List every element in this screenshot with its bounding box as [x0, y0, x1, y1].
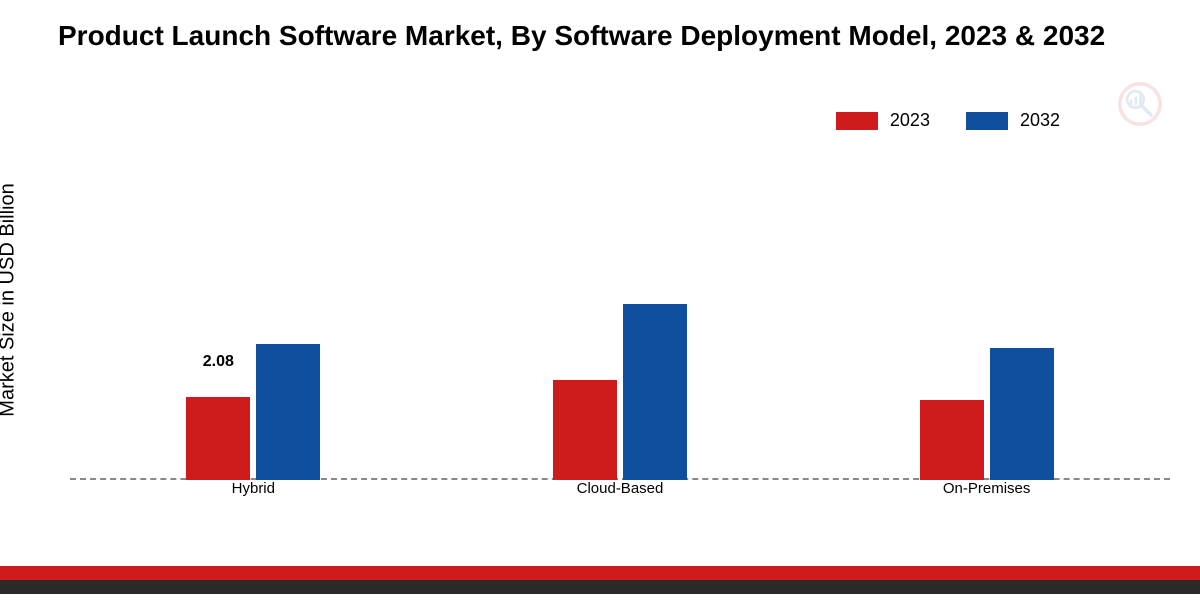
legend-swatch-2032: [966, 112, 1008, 130]
bar-group-hybrid: 2.08: [186, 344, 320, 480]
bar-cloud-2032: [623, 304, 687, 480]
category-label-onprem: On-Premises: [917, 480, 1057, 497]
category-label-cloud: Cloud-Based: [550, 480, 690, 497]
legend-item-2032: 2032: [966, 110, 1060, 131]
legend-label-2023: 2023: [890, 110, 930, 131]
bar-hybrid-2032: [256, 344, 320, 480]
legend: 2023 2032: [836, 110, 1060, 131]
legend-label-2032: 2032: [1020, 110, 1060, 131]
bar-onprem-2032: [990, 348, 1054, 480]
bar-group-cloud: [553, 304, 687, 480]
bar-group-onprem: [920, 348, 1054, 480]
bar-onprem-2023: [920, 400, 984, 480]
bar-groups: 2.08: [70, 160, 1170, 480]
legend-item-2023: 2023: [836, 110, 930, 131]
footer-dark-band: [0, 580, 1200, 594]
watermark-logo: [1108, 72, 1172, 136]
footer-red-band: [0, 566, 1200, 580]
bar-hybrid-2023: [186, 397, 250, 480]
y-axis-label: Market Size in USD Billion: [0, 183, 20, 416]
chart-title: Product Launch Software Market, By Softw…: [58, 20, 1200, 52]
category-label-hybrid: Hybrid: [183, 480, 323, 497]
bar-cloud-2023: [553, 380, 617, 480]
bar-value-label: 2.08: [186, 353, 250, 375]
legend-swatch-2023: [836, 112, 878, 130]
category-labels: Hybrid Cloud-Based On-Premises: [70, 480, 1170, 510]
plot-area: 2.08 Hybrid Cloud-Based On-Premises: [70, 160, 1170, 510]
